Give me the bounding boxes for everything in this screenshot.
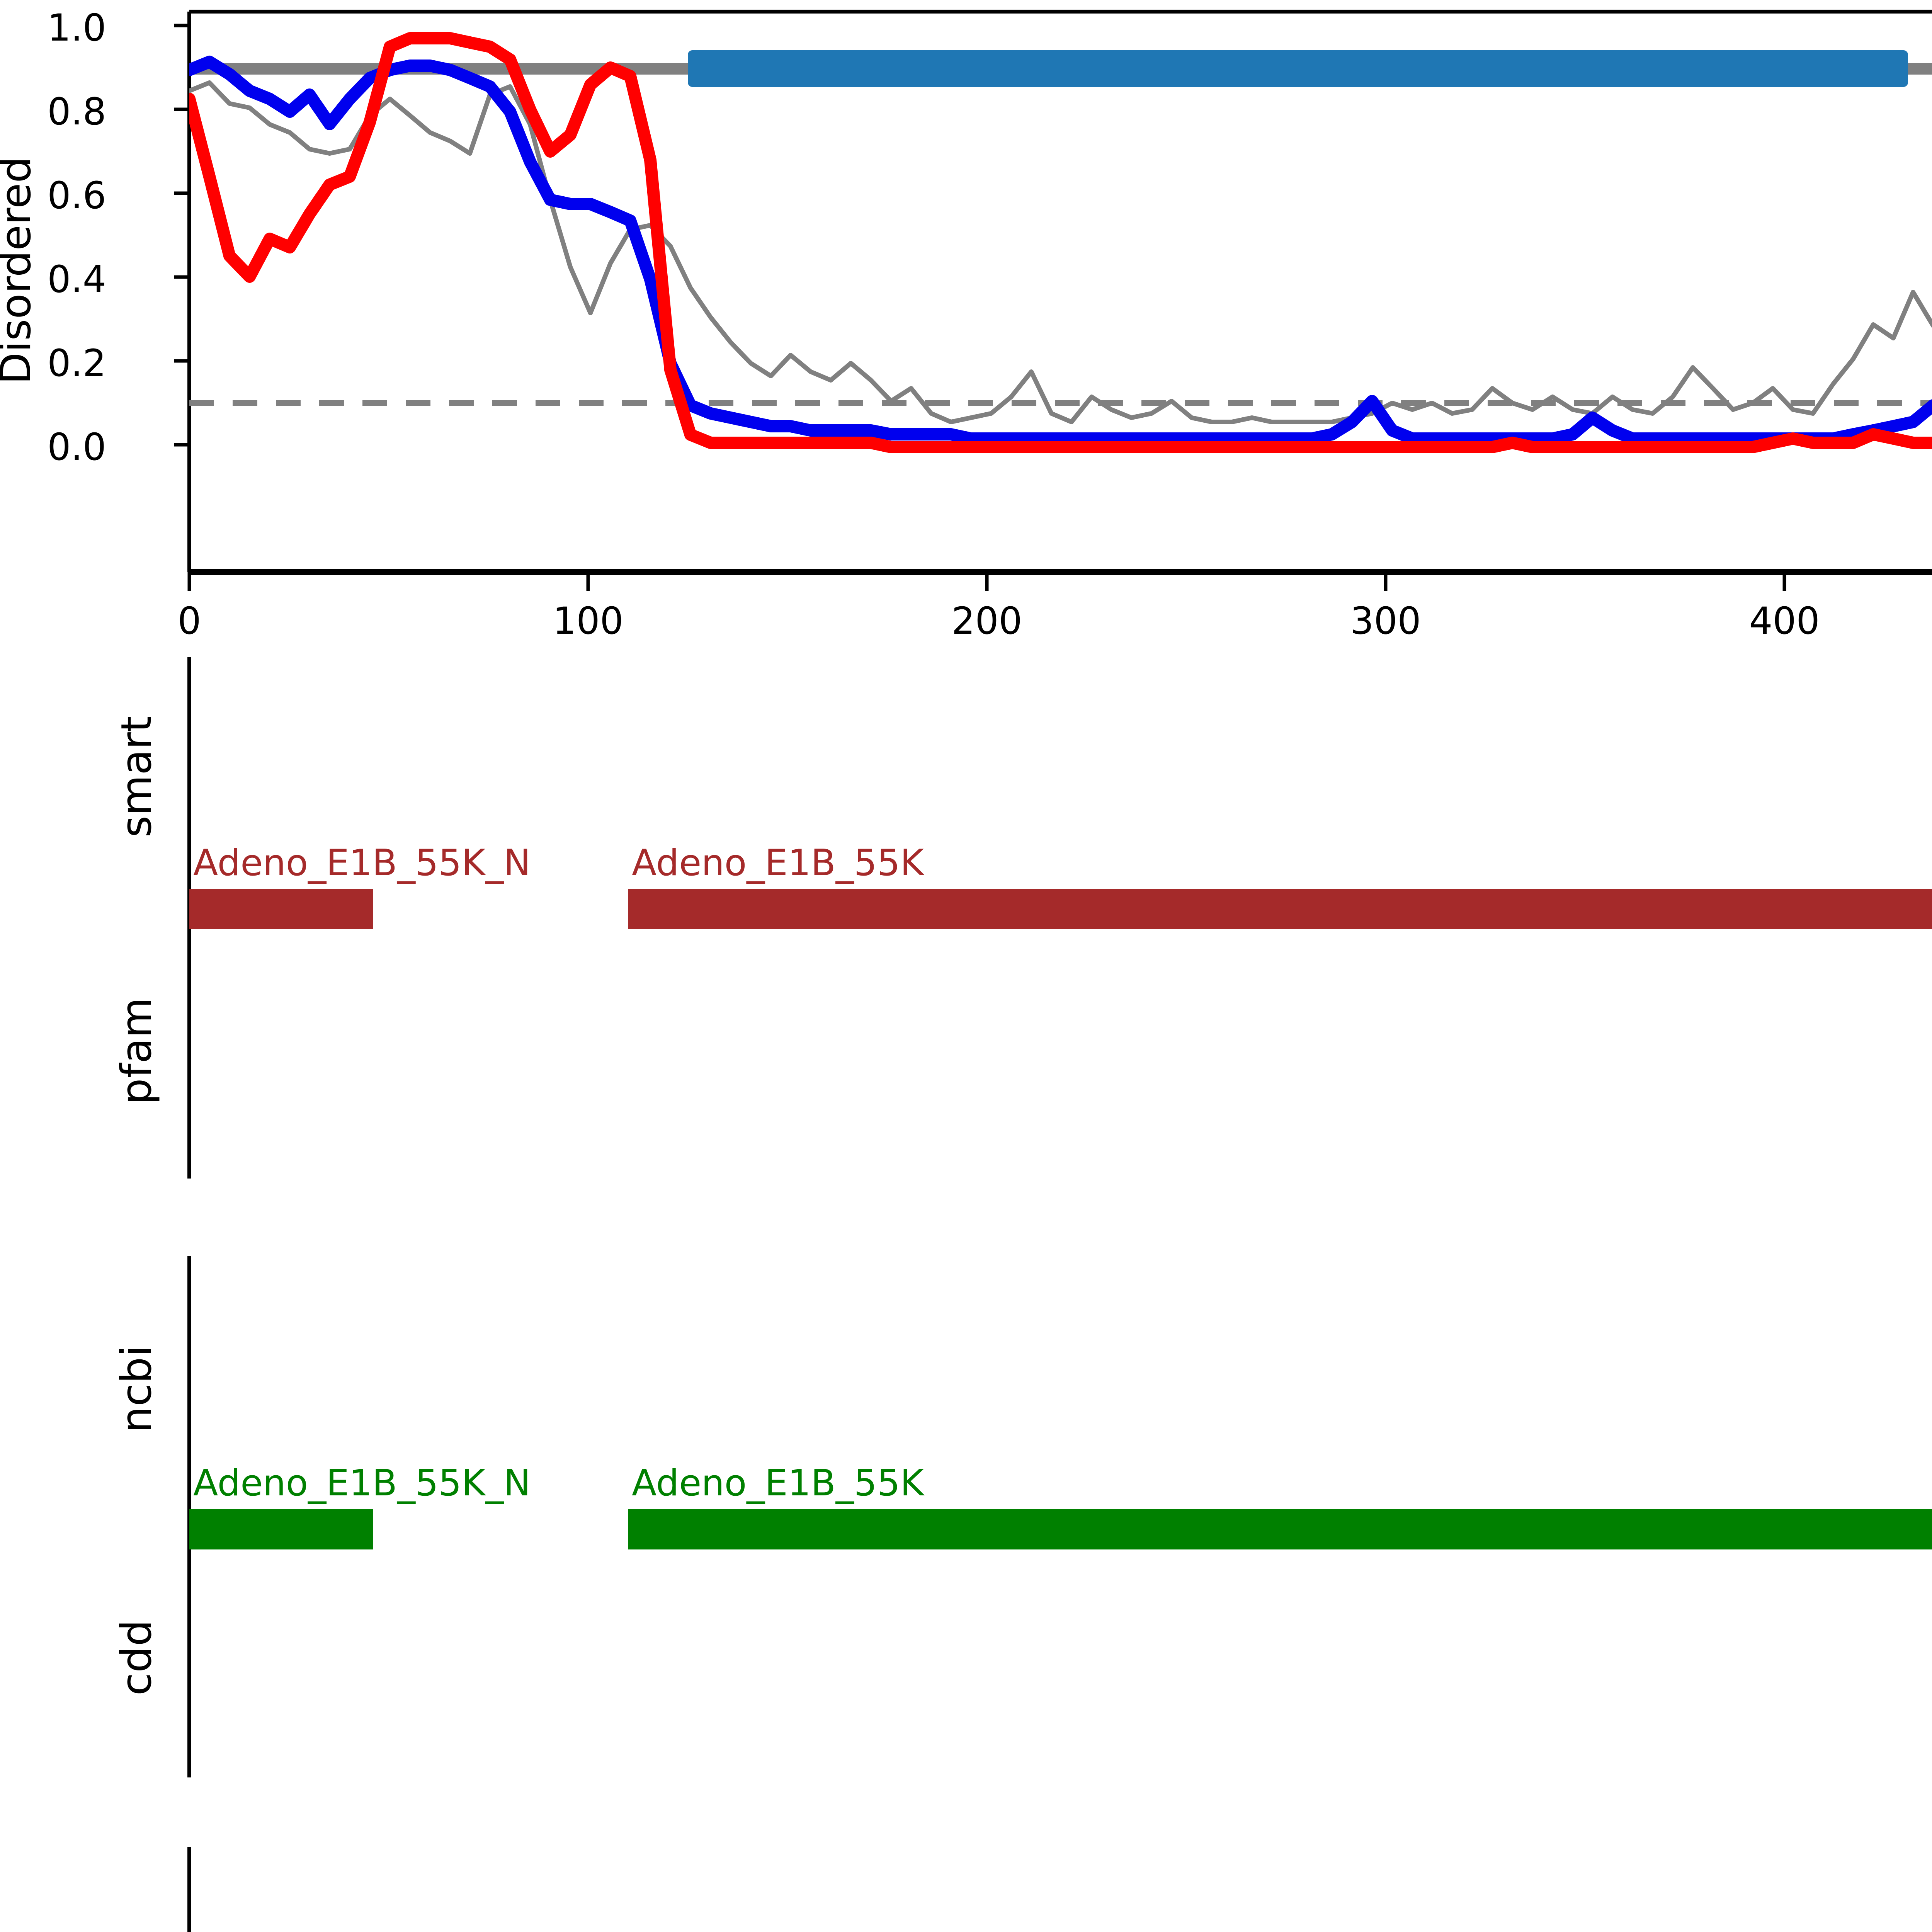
smart-pfam-panel: smart pfam Adeno_E1B_55K_N Adeno_E1B_55K (112, 657, 1932, 1179)
track-label-smart: smart (112, 716, 161, 837)
ss-nes-panel: 0 100 200 300 400 residue number SS NES … (187, 1847, 191, 1932)
ncbi-domain-bar-1[interactable] (189, 1509, 373, 1549)
smart-domain-bar-1[interactable] (189, 889, 373, 929)
y-axis-label: Disordered (0, 156, 40, 384)
iupred-curve (189, 80, 1932, 424)
track-label-ncbi: ncbi (112, 1345, 161, 1433)
ncbi-domain-bar-2[interactable] (628, 1509, 1932, 1549)
x-tick-400: 400 (1749, 599, 1820, 643)
panel1-x-ticks (187, 572, 1786, 591)
ordered-region-bar (688, 50, 1908, 87)
y-tick-0.8: 0.8 (47, 90, 106, 133)
y-tick-0.0: 0.0 (47, 425, 106, 469)
y-tick-0.4: 0.4 (47, 258, 106, 301)
smart-domain-bar-2[interactable] (628, 889, 1932, 929)
spot-d-curve (189, 56, 1932, 445)
x-tick-300: 300 (1350, 599, 1421, 643)
track-label-pfam: pfam (112, 997, 161, 1105)
panel1-y-ticks (174, 24, 189, 447)
smart-domain-label-1: Adeno_E1B_55K_N (193, 842, 531, 884)
x-tick-200: 200 (951, 599, 1022, 643)
track-label-cdd: cdd (112, 1620, 161, 1696)
disopred-curve (189, 32, 1932, 453)
ncbi-domain-label-1: Adeno_E1B_55K_N (193, 1462, 531, 1504)
disorder-panel: Disordered 1.0 0.8 0.6 0.4 0.2 0.0 (0, 6, 1932, 643)
x-tick-0: 0 (177, 599, 201, 643)
ncbi-cdd-panel: ncbi cdd Adeno_E1B_55K_N Adeno_E1B_55K (112, 1256, 1932, 1777)
x-tick-100: 100 (553, 599, 623, 643)
ncbi-domain-label-2: Adeno_E1B_55K (632, 1462, 925, 1504)
y-tick-0.6: 0.6 (47, 174, 106, 217)
smart-domain-label-2: Adeno_E1B_55K (632, 842, 925, 884)
y-tick-0.2: 0.2 (47, 342, 106, 385)
y-tick-1.0: 1.0 (47, 6, 106, 49)
